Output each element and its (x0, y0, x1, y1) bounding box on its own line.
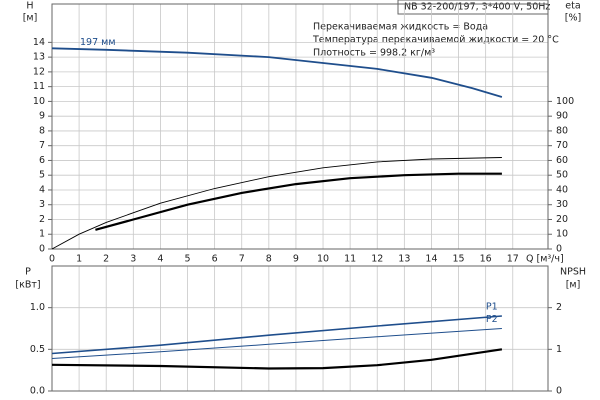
y-tick-label: 12 (33, 66, 45, 77)
y2-axis-label: NPSH (560, 267, 586, 278)
x-tick-label: 11 (344, 254, 356, 265)
curve (51, 348, 503, 370)
x-tick-label: 9 (293, 254, 299, 265)
plot-frame (51, 3, 549, 250)
y2-tick-label: 20 (556, 214, 568, 225)
x-tick-label: 3 (130, 254, 136, 265)
y2-tick-label: 0 (556, 244, 562, 255)
x-tick-label: 16 (480, 254, 492, 265)
x-tick-label: 1 (76, 254, 82, 265)
x-tick-label: 7 (239, 254, 245, 265)
y2-tick-label: 0 (556, 386, 562, 397)
y-axis-label: P (25, 267, 31, 278)
y-axis-label: H (26, 1, 33, 12)
y-axis-unit: [м] (23, 13, 38, 24)
x-tick-label: 12 (371, 254, 383, 265)
y2-tick-label: 1 (556, 344, 562, 355)
x-tick-label: 6 (212, 254, 218, 265)
curve (51, 328, 502, 359)
y-tick-label: 3 (39, 199, 45, 210)
series-label: 197 мм (80, 37, 116, 48)
y2-tick-label: 2 (556, 302, 562, 313)
curve (51, 47, 503, 98)
y-tick-label: 0.0 (30, 386, 45, 397)
curve (51, 157, 502, 250)
x-tick-label: 14 (425, 254, 437, 265)
y-tick-label: 0.5 (30, 344, 45, 355)
plot-layer: 0 1 2 3 4 5 6 7 8 9 10 11 12 13 14 15 16 1701234567891011… (30, 3, 574, 397)
y2-tick-label: 10 (556, 229, 568, 240)
x-axis-label: Q [м³/ч] (526, 254, 564, 265)
curve (51, 315, 502, 355)
x-tick-label: 4 (157, 254, 163, 265)
curve (95, 172, 502, 231)
y2-axis-unit: [м] (566, 280, 581, 291)
y-tick-label: 10 (33, 96, 45, 107)
y-tick-label: 6 (39, 155, 45, 166)
y-tick-label: 9 (39, 111, 45, 122)
y2-axis-label: eta (565, 1, 580, 12)
annotation: Температура перекачиваемой жидкости = 20… (312, 35, 559, 46)
x-tick-label: 17 (507, 254, 519, 265)
y2-tick-label: 90 (556, 111, 568, 122)
x-tick-label: 15 (453, 254, 465, 265)
y2-tick-label: 40 (556, 184, 568, 195)
x-tick-label: 10 (317, 254, 329, 265)
series-label: P2 (486, 314, 498, 325)
y2-tick-label: 100 (556, 96, 574, 107)
x-tick-label: 2 (103, 254, 109, 265)
y-axis-unit: [кВт] (15, 280, 40, 291)
y2-tick-label: 70 (556, 140, 568, 151)
y2-tick-label: 80 (556, 125, 568, 136)
y2-axis-unit: [%] (565, 13, 581, 24)
y-tick-label: 13 (33, 52, 45, 63)
y2-tick-label: 30 (556, 199, 568, 210)
y-tick-label: 7 (39, 140, 45, 151)
y-tick-label: 1.0 (30, 302, 45, 313)
x-tick-label: 0 (49, 254, 55, 265)
annotation: Перекачиваемая жидкость = Вода (313, 22, 488, 33)
y2-tick-label: 50 (556, 170, 568, 181)
series-label: P1 (486, 302, 498, 313)
y-tick-label: 0 (39, 244, 45, 255)
chart-title: NB 32-200/197, 3*400 V, 50Hz (404, 2, 550, 13)
y2-tick-label: 60 (556, 155, 568, 166)
y-tick-label: 2 (39, 214, 45, 225)
x-tick-label: 5 (184, 254, 190, 265)
y-tick-label: 8 (39, 125, 45, 136)
y-tick-label: 11 (33, 81, 45, 92)
annotation: Плотность = 998.2 кг/м³ (313, 48, 435, 59)
y-tick-label: 4 (39, 184, 45, 195)
plot-frame (51, 265, 549, 392)
y-tick-label: 14 (33, 37, 45, 48)
y-tick-label: 1 (39, 229, 45, 240)
y-tick-label: 5 (39, 170, 45, 181)
x-tick-label: 8 (266, 254, 272, 265)
x-tick-label: 13 (398, 254, 410, 265)
